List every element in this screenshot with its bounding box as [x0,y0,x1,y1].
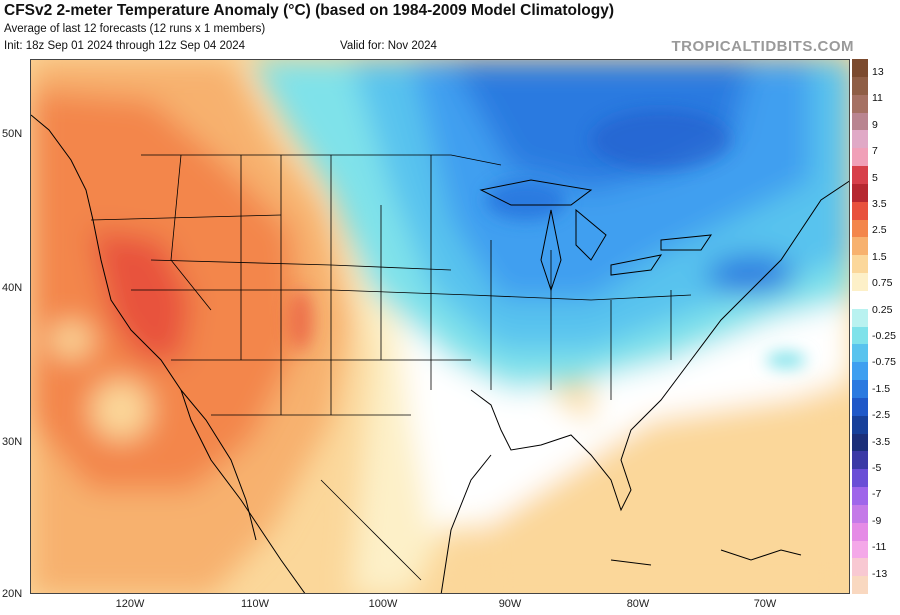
colorbar-cell [852,487,868,506]
political-borders [90,154,692,581]
great-lakes [479,179,713,292]
colorbar-label: -2.5 [872,409,891,422]
colorbar-label: -1.5 [872,382,891,395]
colorbar-cell [852,112,868,131]
colorbar-cell [852,362,868,381]
colorbar-label: 0.25 [872,303,893,316]
colorbar-label: 9 [872,118,878,131]
lon-label-100w: 100W [368,598,398,610]
colorbar-cell [852,522,868,541]
colorbar-cell [852,201,868,220]
lat-label-50n: 50N [2,128,23,140]
lon-label-80w: 80W [626,598,650,610]
init-time-subtitle: Init: 18z Sep 01 2024 through 12z Sep 04… [4,40,246,52]
colorbar-cell [852,148,868,167]
lat-label-20n: 20N [2,588,23,600]
colorbar-cell [852,273,868,292]
colorbar-cell [852,130,868,149]
colorbar-cell [852,380,868,399]
colorbar-cell [852,94,868,113]
lon-label-120w: 120W [115,598,145,610]
colorbar-cell [852,433,868,452]
coastlines [31,114,849,593]
colorbar-label: 11 [872,92,883,105]
colorbar-cell [852,166,868,185]
valid-time-label: Valid for: Nov 2024 [340,40,437,52]
colorbar-label: 13 [872,66,884,78]
colorbar-cell [852,451,868,470]
site-credit: TROPICALTIDBITS.COM [671,38,854,55]
colorbar-label: 5 [872,171,878,184]
map-canvas [31,60,849,593]
colorbar-cell [852,558,868,577]
colorbar-cell [852,255,868,274]
lon-label-110w: 110W [241,598,269,610]
forecast-average-subtitle: Average of last 12 forecasts (12 runs x … [4,23,266,35]
colorbar: 13 11 9 7 5 3.5 2.5 1.5 0.75 0.25 -0.25 -0.75 -1.5 -2… [852,59,900,595]
colorbar-cell [852,308,868,327]
colorbar-label: -9 [872,514,882,527]
colorbar-label: 1.5 [872,250,887,263]
colorbar-cell [852,469,868,488]
colorbar-cell [852,76,868,96]
colorbar-cell [852,59,868,78]
colorbar-cell [852,290,868,310]
colorbar-cell [852,576,868,595]
lon-label-70w: 70W [753,598,777,610]
colorbar-label: 0.75 [872,277,893,290]
colorbar-label: -5 [872,462,882,474]
colorbar-cell [852,344,868,363]
colorbar-cell [852,326,868,345]
colorbar-cell [852,397,868,417]
lat-label-40n: 40N [2,282,23,294]
anomaly-detail [289,110,806,368]
colorbar-label: 2.5 [872,224,887,237]
colorbar-label: -11 [872,541,887,554]
colorbar-label: -13 [872,567,888,580]
colorbar-label: 7 [872,145,878,158]
colorbar-cell [852,504,868,524]
colorbar-label: -0.75 [872,356,896,369]
colorbar-cell [852,219,868,238]
anomaly-map [30,59,850,594]
colorbar-label: 3.5 [872,198,887,210]
colorbar-label: -7 [872,488,882,501]
colorbar-label: -3.5 [872,435,891,448]
colorbar-label: -0.25 [872,330,896,342]
lon-label-90w: 90W [498,598,522,610]
chart-title: CFSv2 2-meter Temperature Anomaly (°C) (… [4,2,614,19]
colorbar-cell [852,540,868,559]
colorbar-cell [852,237,868,256]
lat-label-30n: 30N [2,436,23,448]
colorbar-cell [852,415,868,434]
colorbar-cell [852,183,868,203]
